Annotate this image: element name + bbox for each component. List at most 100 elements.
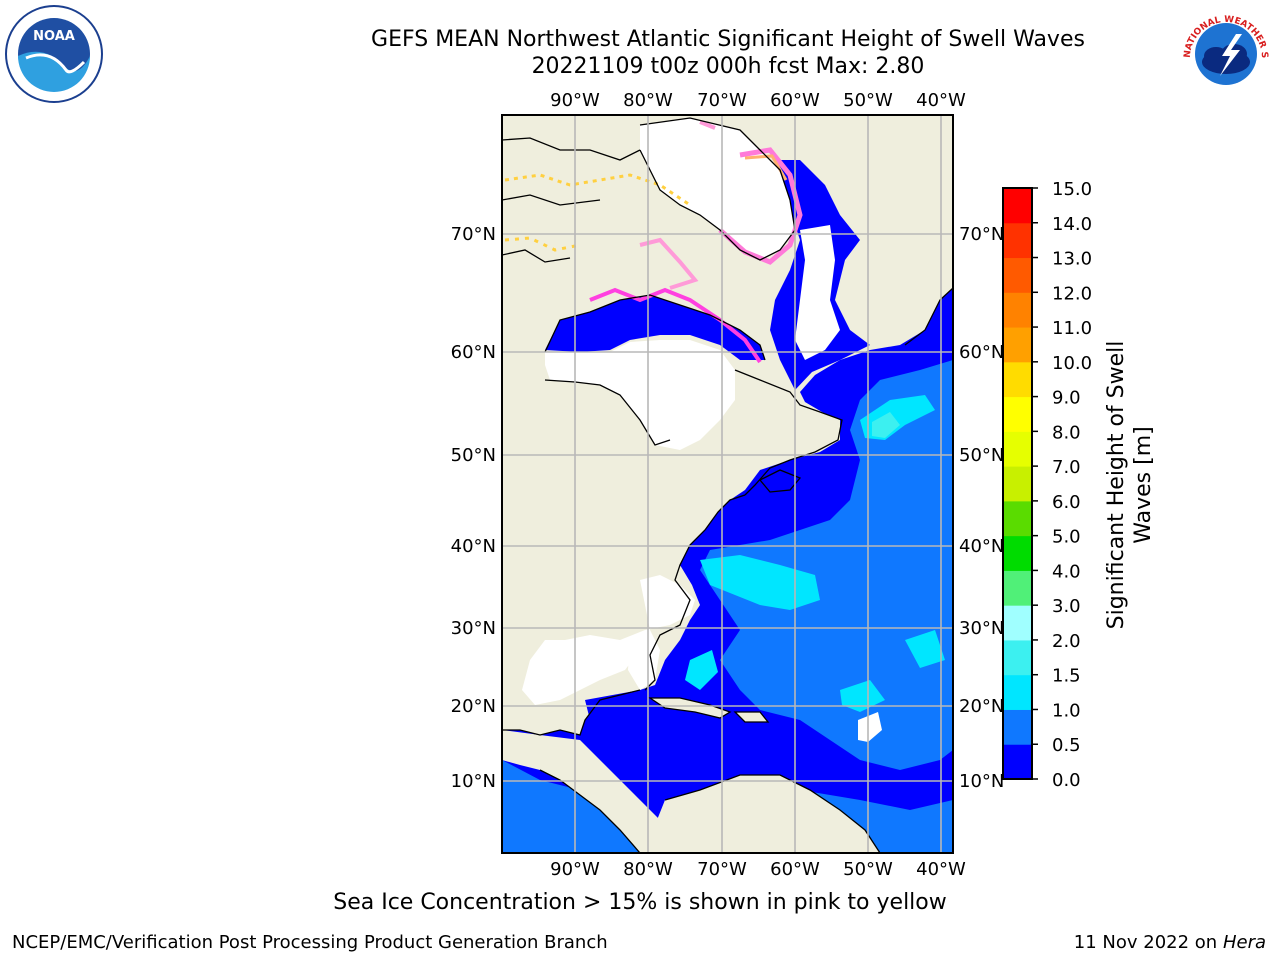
lat-label-right: 20°N — [959, 696, 1004, 717]
colorbar-tick-label: 12.0 — [1052, 283, 1092, 304]
colorbar-band — [1003, 327, 1032, 363]
lat-label-left: 20°N — [451, 696, 496, 717]
colorbar-band — [1003, 361, 1032, 398]
colorbar-tick-label: 2.0 — [1052, 631, 1081, 652]
lat-label-left: 60°N — [451, 342, 496, 363]
swell-cyan-6 — [872, 412, 900, 438]
colorbar-band — [1003, 396, 1032, 432]
sea-ice-baffin — [639, 237, 699, 290]
colorbar-band — [1003, 674, 1032, 710]
nws-logo: NATIONAL WEATHER SERVICE — [1176, 4, 1274, 102]
mid-atlantic-white — [858, 712, 882, 742]
lat-labels-right: 70°N 60°N 50°N 40°N 30°N 20°N 10°N — [959, 224, 1004, 792]
lat-label-right: 70°N — [959, 224, 1004, 245]
east-coast-mask — [522, 575, 695, 705]
colorbar-tick-label: 3.0 — [1052, 596, 1081, 617]
central-america-land — [502, 730, 660, 853]
lat-label-right: 30°N — [959, 618, 1004, 639]
colorbar-tick-label: 8.0 — [1052, 422, 1081, 443]
sea-ice-arctic-2 — [504, 236, 581, 252]
colorbar-ticks: 0.0 0.5 1.0 1.5 2.0 3.0 4.0 5.0 6.0 7.0 8.0 9.0 10.0… — [1032, 179, 1092, 791]
lon-label-bottom: 90°W — [550, 859, 600, 880]
swell-cyan-3 — [685, 650, 718, 690]
caribbean-swell — [585, 690, 790, 770]
hudson-bay-swell — [545, 295, 765, 360]
colorbar-band — [1003, 257, 1032, 293]
lat-label-right: 50°N — [959, 445, 1004, 466]
colorbar-tick-label: 10.0 — [1052, 353, 1092, 374]
colorbar-tick-label: 0.5 — [1052, 735, 1081, 756]
swell-medium-1 — [700, 360, 953, 770]
colorbar-band — [1003, 709, 1032, 745]
lat-label-right: 40°N — [959, 536, 1004, 557]
title-line-1: GEFS MEAN Northwest Atlantic Significant… — [371, 27, 1085, 52]
lon-label-top: 80°W — [623, 90, 673, 111]
colorbar-band — [1003, 500, 1032, 537]
lat-label-left: 10°N — [451, 771, 496, 792]
colorbar-band — [1003, 570, 1032, 606]
colorbar-tick-label: 13.0 — [1052, 249, 1092, 270]
lon-label-bottom: 40°W — [916, 859, 966, 880]
lat-label-right: 10°N — [959, 771, 1004, 792]
lon-label-bottom: 50°W — [843, 859, 893, 880]
lat-label-left: 70°N — [451, 224, 496, 245]
lon-label-top: 90°W — [550, 90, 600, 111]
colorbar-band — [1003, 605, 1032, 641]
swell-cyan-1 — [700, 555, 820, 610]
colorbar-band — [1003, 292, 1032, 328]
map-frame — [501, 114, 954, 854]
lon-labels-top: 90°W 80°W 70°W 60°W 50°W 40°W — [550, 90, 966, 111]
colorbar-band — [1003, 466, 1032, 502]
colorbar-tick-label: 6.0 — [1052, 492, 1081, 513]
graticule — [502, 115, 953, 853]
lon-label-bottom: 80°W — [623, 859, 673, 880]
colorbar-tick-label: 1.0 — [1052, 700, 1081, 721]
colorbar-label-line-1: Significant Height of Swell — [1104, 341, 1129, 630]
colorbar-tick-label: 11.0 — [1052, 318, 1092, 339]
colorbar-band — [1003, 431, 1032, 467]
credit-left: NCEP/EMC/Verification Post Processing Pr… — [12, 932, 608, 953]
colorbar-frame — [1002, 187, 1033, 780]
colorbar-band — [1003, 639, 1032, 676]
cuba-land — [650, 698, 730, 718]
colorbar-label-line-2: Waves [m] — [1131, 426, 1156, 543]
noaa-logo-text: NOAA — [33, 29, 75, 44]
colorbar-tick-label: 14.0 — [1052, 214, 1092, 235]
sea-ice-note: Sea Ice Concentration > 15% is shown in … — [333, 890, 947, 915]
colorbar-bands — [1003, 188, 1032, 780]
colorbar-tick-label: 9.0 — [1052, 388, 1081, 409]
colorbar-tick-label: 15.0 — [1052, 179, 1092, 200]
sea-ice-top — [699, 120, 716, 130]
lat-label-left: 30°N — [451, 618, 496, 639]
colorbar-band — [1003, 188, 1032, 224]
colorbar-tick-label: 1.5 — [1052, 666, 1081, 687]
colorbar-tick-label: 7.0 — [1052, 457, 1081, 478]
lat-labels-left: 70°N 60°N 50°N 40°N 30°N 20°N 10°N — [451, 224, 496, 792]
south-america-land — [650, 775, 880, 853]
lon-label-top: 70°W — [697, 90, 747, 111]
colorbar-label: Significant Height of Swell Waves [m] — [1104, 341, 1156, 630]
lon-label-top: 40°W — [916, 90, 966, 111]
canada-mask — [545, 340, 735, 450]
lat-label-left: 50°N — [451, 445, 496, 466]
lon-label-top: 60°W — [770, 90, 820, 111]
colorbar-band — [1003, 535, 1032, 571]
credit-right: 11 Nov 2022 on Hera — [1074, 932, 1266, 953]
florida-mask — [628, 630, 660, 690]
title-line-2: 20221109 t00z 000h fcst Max: 2.80 — [531, 54, 925, 79]
colorbar-band — [1003, 744, 1032, 780]
iceland-greenland-mask — [795, 225, 840, 360]
swell-cyan-5 — [905, 630, 945, 668]
lon-label-bottom: 60°W — [770, 859, 820, 880]
lon-label-bottom: 70°W — [697, 859, 747, 880]
credit-host: Hera — [1222, 932, 1266, 953]
map-area — [502, 115, 953, 853]
lon-label-top: 50°W — [843, 90, 893, 111]
sea-ice-hudson — [589, 287, 762, 364]
colorbar-tick-label: 0.0 — [1052, 770, 1081, 791]
lat-label-left: 40°N — [451, 536, 496, 557]
noaa-logo: NOAA — [5, 5, 103, 103]
swell-cyan-4 — [840, 680, 885, 712]
colorbar-tick-label: 4.0 — [1052, 561, 1081, 582]
